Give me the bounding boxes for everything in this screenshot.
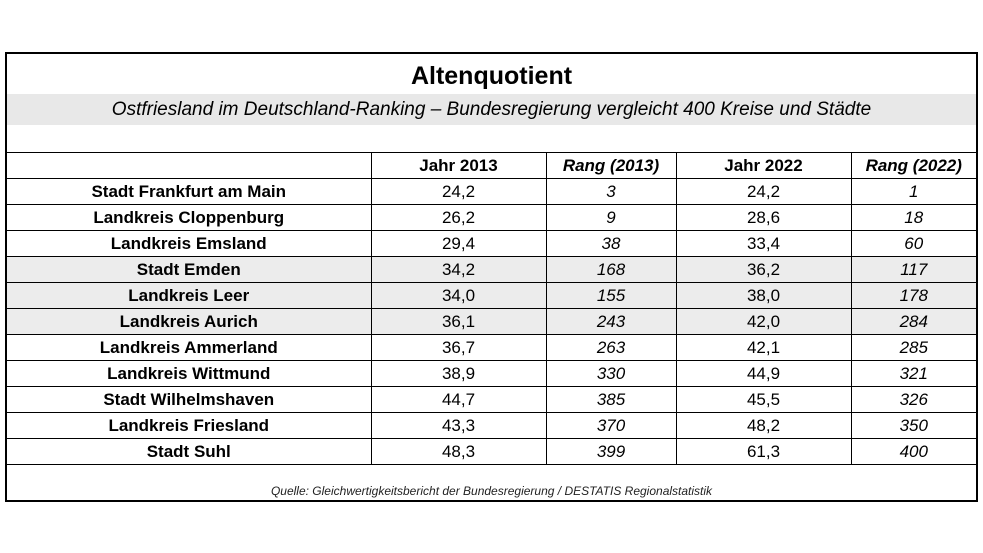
table-row: Landkreis Wittmund 38,9 330 44,9 321 <box>7 360 976 387</box>
rank-2013: 330 <box>545 360 677 387</box>
table-row: Stadt Suhl 48,3 399 61,3 400 <box>7 438 976 465</box>
value-2013: 43,3 <box>370 412 547 439</box>
source-note: Quelle: Gleichwertigkeitsbericht der Bun… <box>270 484 713 498</box>
rank-2022: 1 <box>850 178 976 205</box>
rank-2022: 117 <box>850 256 976 283</box>
row-name: Landkreis Aurich <box>7 308 372 335</box>
value-2022: 44,9 <box>675 360 852 387</box>
row-name: Stadt Emden <box>7 256 372 283</box>
rank-2013: 370 <box>545 412 677 439</box>
value-2022: 42,1 <box>675 334 852 361</box>
table-row: Stadt Frankfurt am Main 24,2 3 24,2 1 <box>7 178 976 205</box>
table-row: Landkreis Ammerland 36,7 263 42,1 285 <box>7 334 976 361</box>
table-frame: Altenquotient Ostfriesland im Deutschlan… <box>5 52 978 502</box>
rank-2022: 321 <box>850 360 976 387</box>
row-name: Landkreis Emsland <box>7 230 372 257</box>
value-2013: 36,1 <box>370 308 547 335</box>
value-2013: 34,2 <box>370 256 547 283</box>
table-row: Landkreis Leer 34,0 155 38,0 178 <box>7 282 976 309</box>
value-2013: 24,2 <box>370 178 547 205</box>
rank-2013: 385 <box>545 386 677 413</box>
value-2013: 34,0 <box>370 282 547 309</box>
table-row: Stadt Wilhelmshaven 44,7 385 45,5 326 <box>7 386 976 413</box>
row-name: Landkreis Ammerland <box>7 334 372 361</box>
rank-2013: 9 <box>545 204 677 231</box>
value-2022: 45,5 <box>675 386 852 413</box>
row-name: Landkreis Wittmund <box>7 360 372 387</box>
column-header-name <box>7 152 372 179</box>
row-name: Stadt Suhl <box>7 438 372 465</box>
table-row: Landkreis Emsland 29,4 38 33,4 60 <box>7 230 976 257</box>
value-2022: 33,4 <box>675 230 852 257</box>
row-name: Landkreis Friesland <box>7 412 372 439</box>
rank-2022: 350 <box>850 412 976 439</box>
value-2022: 28,6 <box>675 204 852 231</box>
column-header-year-2022: Jahr 2022 <box>675 152 852 179</box>
rank-2022: 18 <box>850 204 976 231</box>
rank-2022: 178 <box>850 282 976 309</box>
table-row: Stadt Emden 34,2 168 36,2 117 <box>7 256 976 283</box>
value-2022: 61,3 <box>675 438 852 465</box>
rank-2013: 155 <box>545 282 677 309</box>
rank-2022: 285 <box>850 334 976 361</box>
row-name: Landkreis Leer <box>7 282 372 309</box>
rank-2013: 399 <box>545 438 677 465</box>
value-2013: 29,4 <box>370 230 547 257</box>
rank-2022: 400 <box>850 438 976 465</box>
column-header-rank-2013: Rang (2013) <box>545 152 677 179</box>
table-row: Landkreis Friesland 43,3 370 48,2 350 <box>7 412 976 439</box>
value-2013: 38,9 <box>370 360 547 387</box>
rank-2022: 326 <box>850 386 976 413</box>
row-name: Stadt Frankfurt am Main <box>7 178 372 205</box>
column-header-rank-2022: Rang (2022) <box>850 152 976 179</box>
row-name: Stadt Wilhelmshaven <box>7 386 372 413</box>
value-2013: 48,3 <box>370 438 547 465</box>
header-row: Jahr 2013 Rang (2013) Jahr 2022 Rang (20… <box>7 152 976 179</box>
value-2022: 24,2 <box>675 178 852 205</box>
rank-2013: 38 <box>545 230 677 257</box>
value-2022: 38,0 <box>675 282 852 309</box>
value-2022: 36,2 <box>675 256 852 283</box>
value-2013: 36,7 <box>370 334 547 361</box>
value-2013: 44,7 <box>370 386 547 413</box>
rank-2022: 284 <box>850 308 976 335</box>
rank-2013: 263 <box>545 334 677 361</box>
value-2022: 48,2 <box>675 412 852 439</box>
subtitle: Ostfriesland im Deutschland-Ranking – Bu… <box>7 94 976 125</box>
rank-2013: 3 <box>545 178 677 205</box>
value-2022: 42,0 <box>675 308 852 335</box>
data-table: Jahr 2013 Rang (2013) Jahr 2022 Rang (20… <box>7 152 976 465</box>
rank-2013: 243 <box>545 308 677 335</box>
row-name: Landkreis Cloppenburg <box>7 204 372 231</box>
rank-2022: 60 <box>850 230 976 257</box>
column-header-year-2013: Jahr 2013 <box>370 152 547 179</box>
rank-2013: 168 <box>545 256 677 283</box>
page-title: Altenquotient <box>410 62 573 90</box>
table-row: Landkreis Aurich 36,1 243 42,0 284 <box>7 308 976 335</box>
value-2013: 26,2 <box>370 204 547 231</box>
table-row: Landkreis Cloppenburg 26,2 9 28,6 18 <box>7 204 976 231</box>
